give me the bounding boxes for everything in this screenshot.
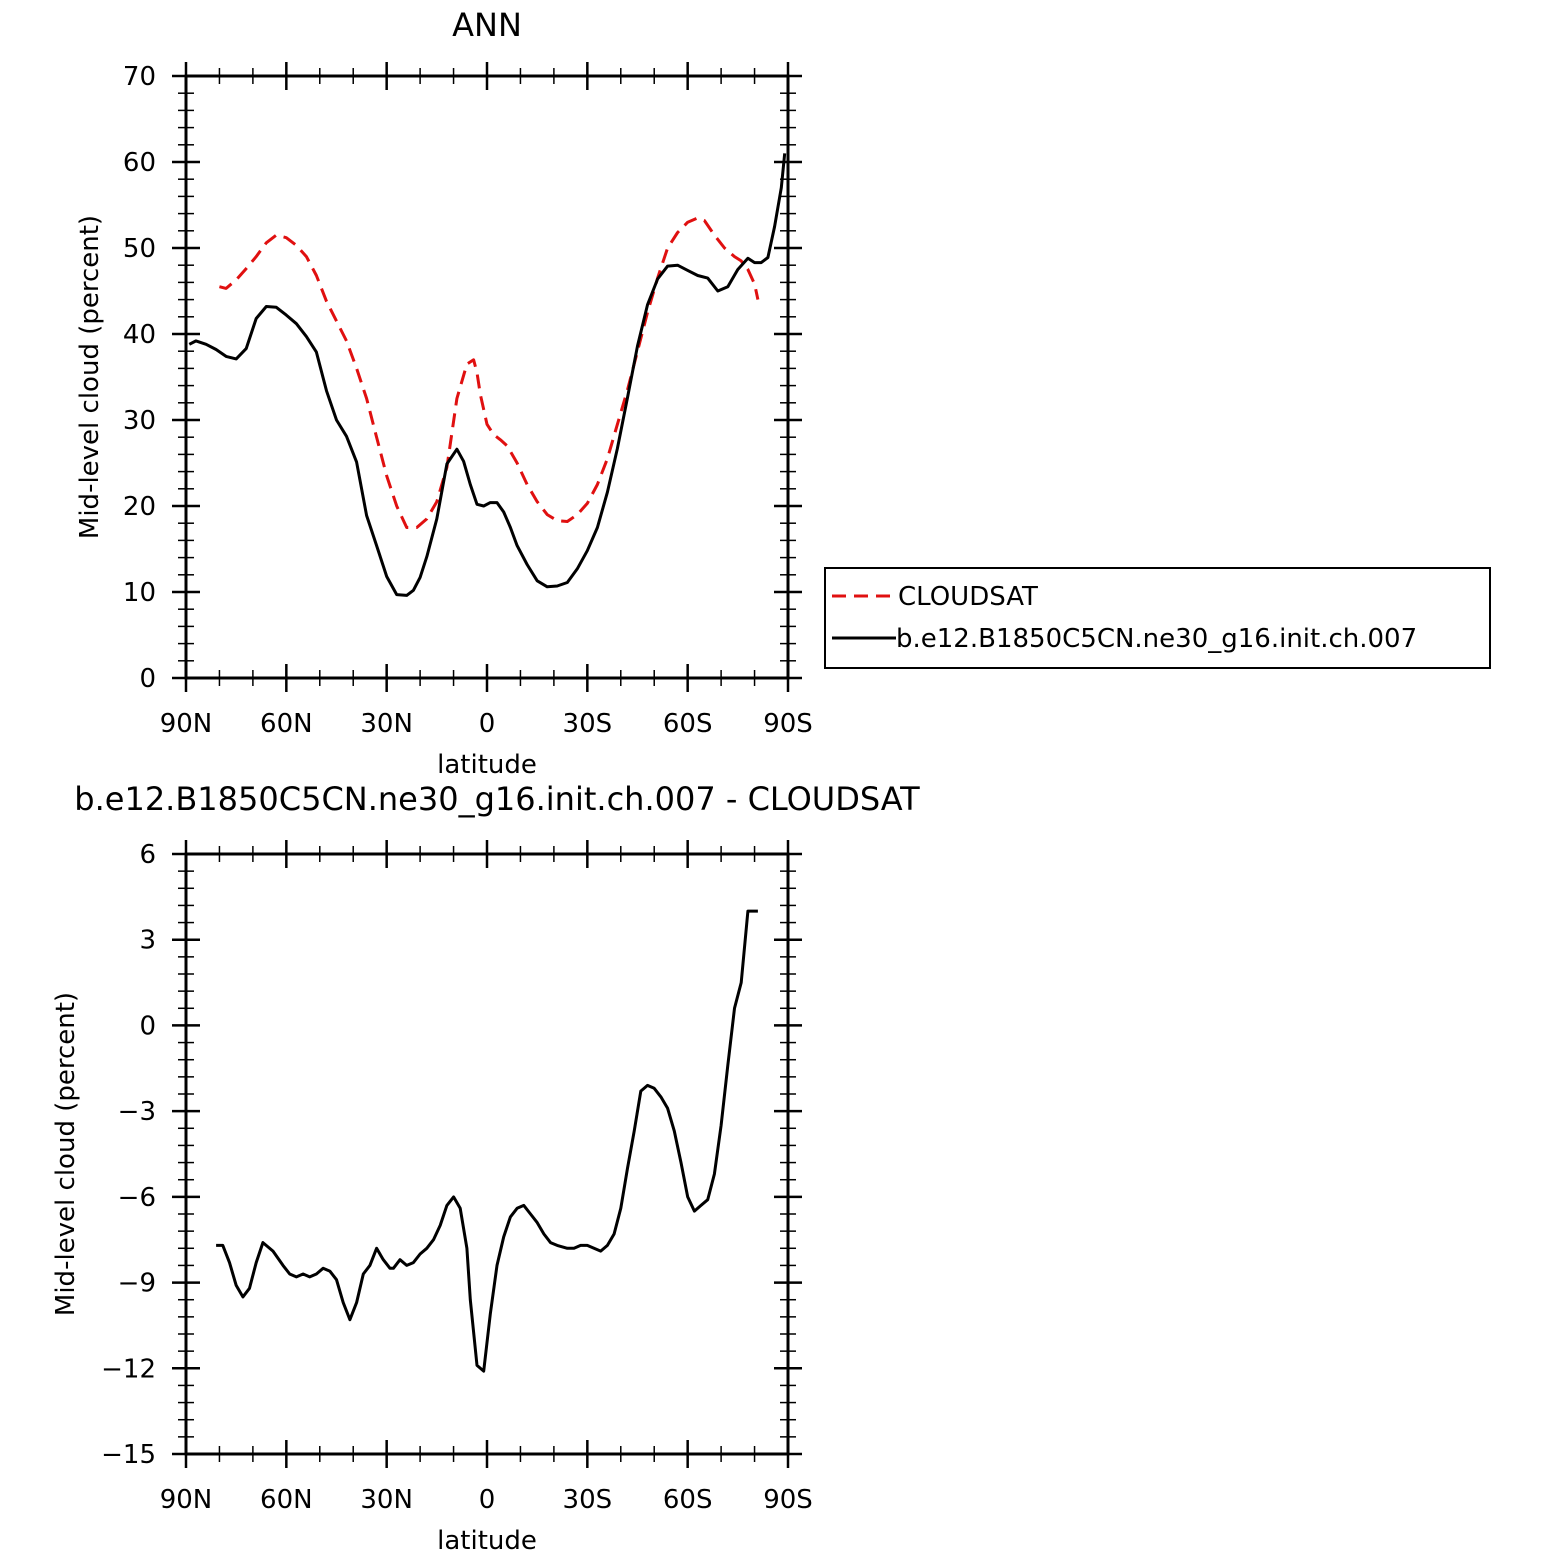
- top-plot-frame: [184, 74, 790, 680]
- bottom-x-axis-label: latitude: [437, 1526, 537, 1556]
- top-x-tick-label: 30S: [563, 709, 613, 739]
- bottom-plot-lines: [216, 909, 758, 1373]
- bottom-x-tick-label: 60N: [260, 1485, 313, 1515]
- bottom-y-tick-label: 6: [139, 840, 156, 870]
- legend-label-model: b.e12.B1850C5CN.ne30_g16.init.ch.007: [896, 624, 1417, 654]
- top-y-tick-label: 40: [123, 320, 156, 350]
- top-plot-lines: [188, 153, 787, 597]
- top-y-tick-label: 20: [123, 492, 156, 522]
- bottom-y-axis-label: Mid-level cloud (percent): [51, 992, 81, 1316]
- bottom-panel: b.e12.B1850C5CN.ne30_g16.init.ch.007 - C…: [51, 780, 920, 1556]
- legend-box: [824, 567, 1491, 669]
- top-x-tick-label: 60S: [663, 709, 713, 739]
- legend-label-cloudsat: CLOUDSAT: [898, 582, 1038, 612]
- bottom-y-axis-ticks: −15 −12 −9 −6 −3 0 3 6: [101, 840, 802, 1470]
- top-y-tick-label: 60: [123, 148, 156, 178]
- top-x-tick-label: 30N: [360, 709, 413, 739]
- top-y-tick-label: 70: [123, 62, 156, 92]
- bottom-x-tick-label: 90S: [763, 1485, 813, 1515]
- top-x-tick-label: 90S: [763, 709, 813, 739]
- bottom-y-tick-label: −15: [101, 1440, 156, 1470]
- top-y-axis-label: Mid-level cloud (percent): [75, 215, 105, 539]
- legend: CLOUDSAT b.e12.B1850C5CN.ne30_g16.init.c…: [824, 567, 1491, 669]
- top-y-axis-ticks: 0 10 20 30 40 50 60 70: [123, 62, 802, 694]
- bottom-plot-frame: [184, 852, 790, 1456]
- bottom-chart-title: b.e12.B1850C5CN.ne30_g16.init.ch.007 - C…: [74, 780, 920, 818]
- bottom-x-tick-label: 30S: [563, 1485, 613, 1515]
- top-y-tick-label: 50: [123, 234, 156, 264]
- bottom-x-tick-label: 30N: [360, 1485, 413, 1515]
- bottom-y-tick-label: 3: [139, 926, 156, 956]
- top-x-tick-label: 60N: [260, 709, 313, 739]
- top-x-tick-label: 90N: [160, 709, 213, 739]
- bottom-y-tick-label: −3: [118, 1097, 156, 1127]
- top-series-line-1: [188, 153, 787, 597]
- bottom-series-line-0: [216, 909, 758, 1373]
- top-series-line-0: [219, 216, 760, 529]
- top-x-axis-label: latitude: [437, 750, 537, 780]
- bottom-y-tick-label: −6: [118, 1183, 156, 1213]
- bottom-y-tick-label: −12: [101, 1354, 156, 1384]
- bottom-x-tick-label: 60S: [663, 1485, 713, 1515]
- bottom-x-tick-label: 90N: [160, 1485, 213, 1515]
- top-x-tick-label: 0: [479, 709, 496, 739]
- top-x-axis-ticks: 90N 60N 30N 0 30S 60S 90S: [160, 62, 813, 739]
- top-y-tick-label: 30: [123, 406, 156, 436]
- top-chart-title: ANN: [452, 6, 522, 44]
- bottom-x-tick-label: 0: [479, 1485, 496, 1515]
- bottom-y-tick-label: 0: [139, 1011, 156, 1041]
- top-y-tick-label: 0: [139, 664, 156, 694]
- top-y-tick-label: 10: [123, 578, 156, 608]
- bottom-y-tick-label: −9: [118, 1269, 156, 1299]
